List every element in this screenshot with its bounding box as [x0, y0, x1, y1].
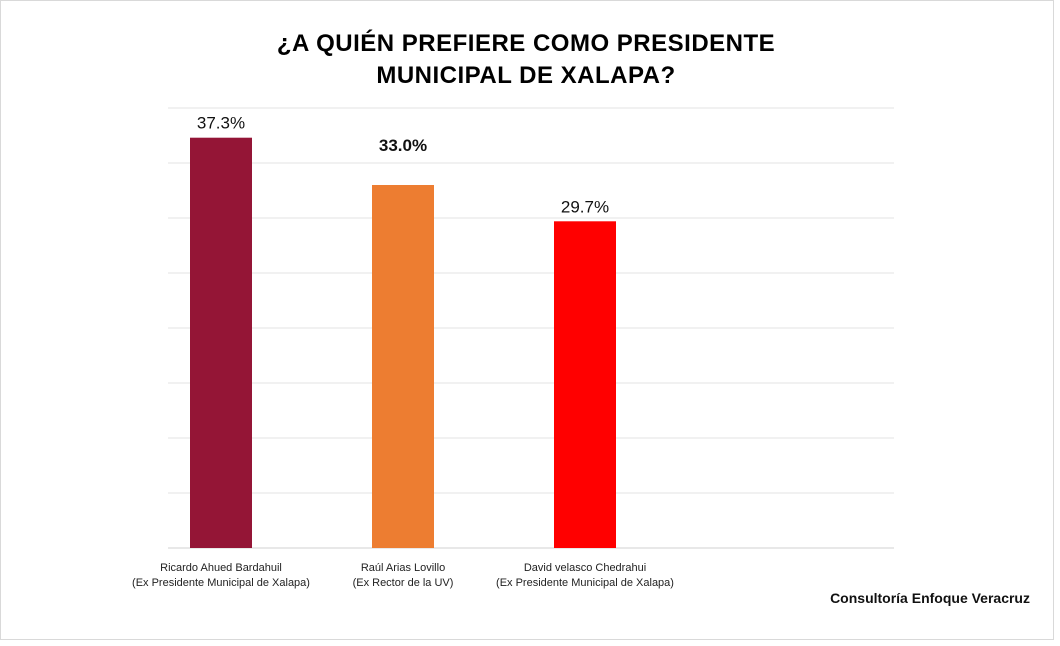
chart-title-line-1: ¿A QUIÉN PREFIERE COMO PRESIDENTE	[276, 30, 776, 57]
bar-3	[554, 221, 616, 549]
bar-2	[372, 185, 434, 548]
bar-1	[190, 137, 252, 548]
category-label-1: Ricardo Ahued Bardahuil (Ex Presidente M…	[101, 561, 341, 591]
chart-title-line-2: MUNICIPAL DE XALAPA?	[376, 62, 676, 89]
category-label-2: Raúl Arias Lovillo (Ex Rector de la UV)	[283, 561, 523, 591]
category-note-2: (Ex Rector de la UV)	[352, 577, 454, 589]
category-name-2: Raúl Arias Lovillo	[360, 562, 446, 574]
category-name-3: David velasco Chedrahui	[523, 562, 647, 574]
data-label-3: 29.7%	[561, 197, 609, 216]
source-credit: Consultoría Enfoque Veracruz	[830, 590, 1030, 606]
category-note-3: (Ex Presidente Municipal de Xalapa)	[496, 577, 674, 589]
category-label-3: David velasco Chedrahui (Ex Presidente M…	[465, 561, 705, 591]
data-label-2: 33.0%	[379, 136, 427, 155]
category-note-1: (Ex Presidente Municipal de Xalapa)	[132, 577, 310, 589]
category-name-1: Ricardo Ahued Bardahuil	[160, 562, 282, 574]
data-label-1: 37.3%	[197, 114, 245, 133]
chart-title: ¿A QUIÉN PREFIERE COMO PRESIDENTE MUNICI…	[0, 28, 1052, 92]
